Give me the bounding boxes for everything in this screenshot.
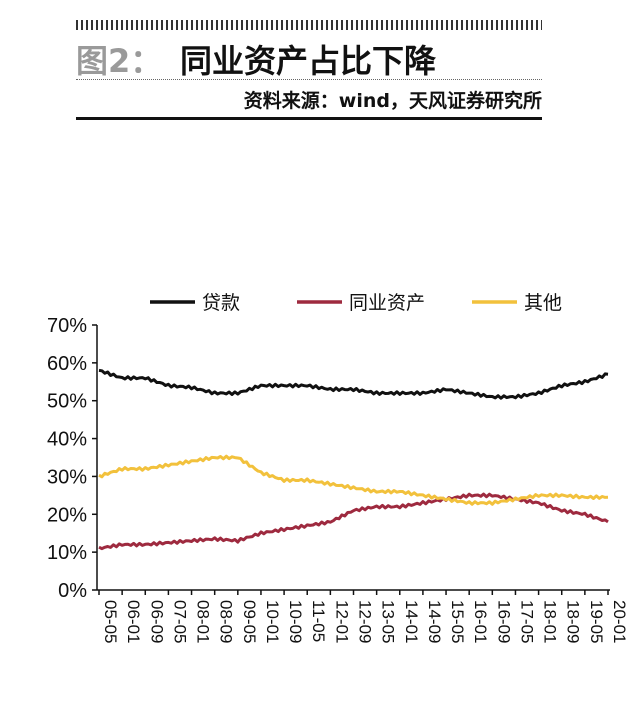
x-tick-label: 08-01 xyxy=(194,600,213,643)
chart-axes: 0% 10% 20% 30% 40% 50% 60% 70% 05-05 06-01 06-09 07… xyxy=(47,315,629,643)
figure-label: 图2： xyxy=(76,42,163,80)
legend-label-1: 贷款 xyxy=(202,292,240,314)
y-tick-label: 0% xyxy=(58,580,87,602)
x-tick-label: 11-05 xyxy=(309,600,328,642)
x-tick-label: 07-05 xyxy=(170,600,189,643)
y-tick-label: 70% xyxy=(47,315,87,337)
y-tick-label: 10% xyxy=(47,542,87,564)
x-tick-label: 16-09 xyxy=(494,600,513,643)
x-tick-label: 10-09 xyxy=(286,600,305,643)
x-tick-label: 14-09 xyxy=(425,600,444,643)
figure-header: 图2： 同业资产占比下降 xyxy=(76,34,542,80)
header-hatch-bar xyxy=(76,20,542,30)
chart-series xyxy=(98,368,609,551)
chart-legend: 贷款 同业资产 其他 xyxy=(150,292,562,314)
x-tick-label: 06-01 xyxy=(124,600,143,643)
x-tick-label: 06-09 xyxy=(147,600,166,643)
series-line-1 xyxy=(98,368,609,400)
x-tick-label: 12-01 xyxy=(332,600,351,643)
y-tick-label: 40% xyxy=(47,429,87,451)
x-tick-label: 12-09 xyxy=(356,600,375,643)
y-tick-label: 20% xyxy=(47,504,87,526)
x-tick-label: 16-01 xyxy=(471,600,490,643)
x-tick-label: 05-05 xyxy=(101,600,120,643)
series-line-3 xyxy=(98,454,609,506)
x-tick-label: 08-09 xyxy=(217,600,236,643)
x-tick-label: 19-05 xyxy=(587,600,606,643)
dotted-divider xyxy=(76,79,542,80)
header-underline xyxy=(76,117,542,120)
legend-label-2: 同业资产 xyxy=(349,292,425,314)
series-line-2 xyxy=(98,492,609,551)
x-tick-label: 10-01 xyxy=(263,600,282,643)
x-tick-label: 09-05 xyxy=(240,600,259,643)
y-tick-label: 50% xyxy=(47,391,87,413)
x-tick-label: 17-05 xyxy=(517,600,536,643)
figure-title: 同业资产占比下降 xyxy=(180,42,437,80)
legend-label-3: 其他 xyxy=(524,292,562,314)
x-tick-label: 20-01 xyxy=(610,600,629,643)
x-tick-label: 14-01 xyxy=(402,600,421,643)
source-note: 资料来源：wind，天风证券研究所 xyxy=(243,90,542,112)
x-tick-label: 18-01 xyxy=(541,600,560,643)
y-tick-label: 30% xyxy=(47,466,87,488)
x-tick-label: 13-05 xyxy=(379,600,398,643)
y-tick-label: 60% xyxy=(47,353,87,375)
x-tick-label: 18-09 xyxy=(564,600,583,643)
x-tick-label: 15-05 xyxy=(448,600,467,643)
